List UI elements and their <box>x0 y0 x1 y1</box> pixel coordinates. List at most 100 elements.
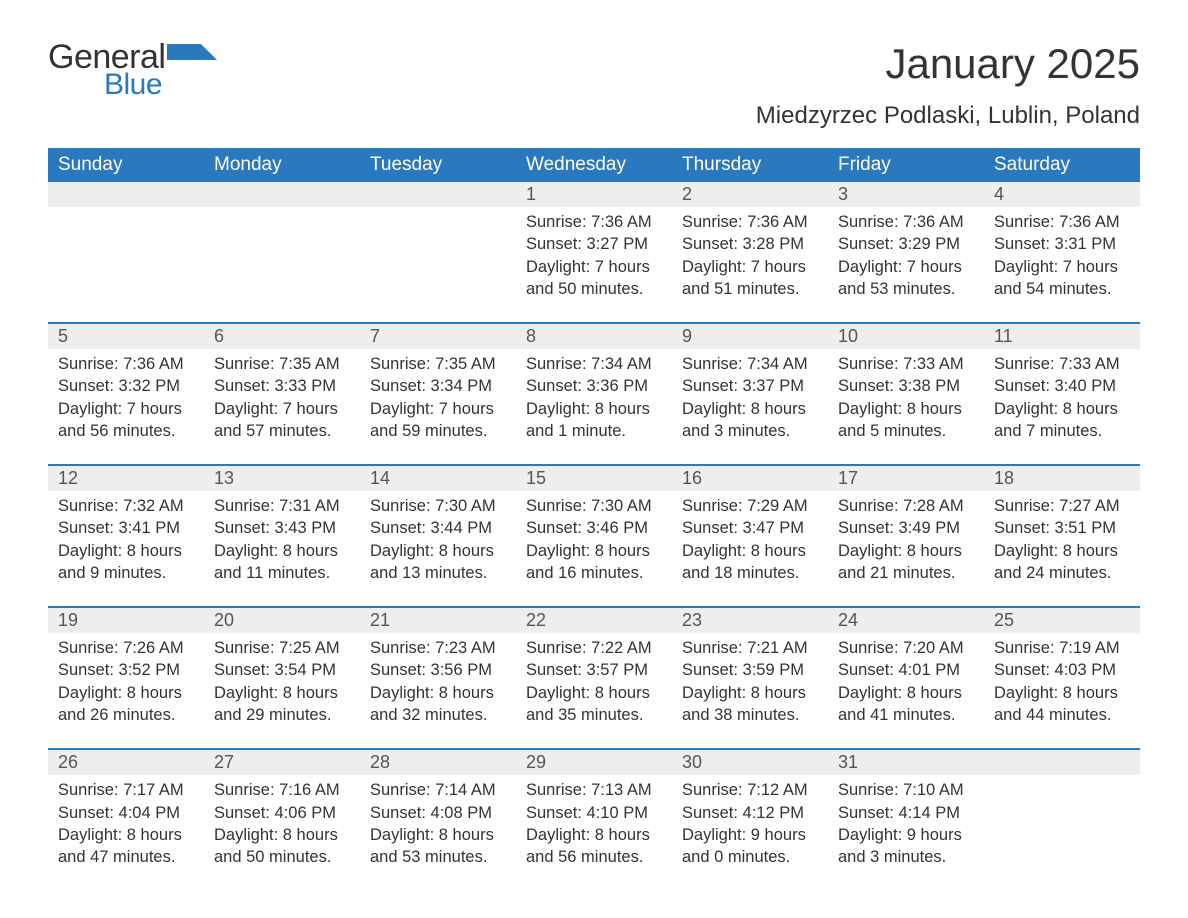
day-content-cell: Sunrise: 7:16 AMSunset: 4:06 PMDaylight:… <box>204 775 360 890</box>
sunset-line: Sunset: 4:12 PM <box>682 802 818 824</box>
day-content-cell: Sunrise: 7:28 AMSunset: 3:49 PMDaylight:… <box>828 491 984 607</box>
daylight-line: Daylight: 8 hours and 53 minutes. <box>370 824 506 869</box>
day-header: Thursday <box>672 148 828 182</box>
daylight-line: Daylight: 7 hours and 57 minutes. <box>214 398 350 443</box>
day-content-cell: Sunrise: 7:36 AMSunset: 3:28 PMDaylight:… <box>672 207 828 323</box>
day-number-cell: 25 <box>984 607 1140 633</box>
content-row: Sunrise: 7:26 AMSunset: 3:52 PMDaylight:… <box>48 633 1140 749</box>
sunset-line: Sunset: 3:56 PM <box>370 659 506 681</box>
sunrise-line: Sunrise: 7:35 AM <box>370 353 506 375</box>
sunrise-line: Sunrise: 7:29 AM <box>682 495 818 517</box>
day-content-cell: Sunrise: 7:32 AMSunset: 3:41 PMDaylight:… <box>48 491 204 607</box>
day-number-cell: 6 <box>204 323 360 349</box>
sunrise-line: Sunrise: 7:36 AM <box>994 211 1130 233</box>
day-content-cell: Sunrise: 7:36 AMSunset: 3:32 PMDaylight:… <box>48 349 204 465</box>
day-header: Monday <box>204 148 360 182</box>
day-content-cell: Sunrise: 7:33 AMSunset: 3:38 PMDaylight:… <box>828 349 984 465</box>
daylight-line: Daylight: 8 hours and 1 minute. <box>526 398 662 443</box>
day-number-cell: 31 <box>828 749 984 775</box>
sunrise-line: Sunrise: 7:13 AM <box>526 779 662 801</box>
daynum-row: 262728293031 <box>48 749 1140 775</box>
sunset-line: Sunset: 3:29 PM <box>838 233 974 255</box>
day-number-cell: 15 <box>516 465 672 491</box>
daylight-line: Daylight: 8 hours and 24 minutes. <box>994 540 1130 585</box>
sunset-line: Sunset: 3:34 PM <box>370 375 506 397</box>
day-number-cell: 12 <box>48 465 204 491</box>
day-number-cell: 1 <box>516 182 672 207</box>
day-number-cell: 19 <box>48 607 204 633</box>
sunset-line: Sunset: 4:08 PM <box>370 802 506 824</box>
day-content-cell <box>204 207 360 323</box>
sunrise-line: Sunrise: 7:30 AM <box>370 495 506 517</box>
daylight-line: Daylight: 7 hours and 59 minutes. <box>370 398 506 443</box>
day-content-cell: Sunrise: 7:10 AMSunset: 4:14 PMDaylight:… <box>828 775 984 890</box>
header: General Blue January 2025 Miedzyrzec Pod… <box>48 40 1140 130</box>
day-content-cell: Sunrise: 7:21 AMSunset: 3:59 PMDaylight:… <box>672 633 828 749</box>
day-content-cell: Sunrise: 7:17 AMSunset: 4:04 PMDaylight:… <box>48 775 204 890</box>
sunrise-line: Sunrise: 7:17 AM <box>58 779 194 801</box>
day-number-cell: 5 <box>48 323 204 349</box>
day-number-cell: 2 <box>672 182 828 207</box>
sunset-line: Sunset: 3:28 PM <box>682 233 818 255</box>
sunset-line: Sunset: 3:49 PM <box>838 517 974 539</box>
day-number-cell: 30 <box>672 749 828 775</box>
day-number-cell: 29 <box>516 749 672 775</box>
sunrise-line: Sunrise: 7:36 AM <box>682 211 818 233</box>
sunset-line: Sunset: 3:52 PM <box>58 659 194 681</box>
sunrise-line: Sunrise: 7:33 AM <box>838 353 974 375</box>
daylight-line: Daylight: 8 hours and 3 minutes. <box>682 398 818 443</box>
day-number-cell: 9 <box>672 323 828 349</box>
day-number-cell: 18 <box>984 465 1140 491</box>
sunset-line: Sunset: 3:44 PM <box>370 517 506 539</box>
sunset-line: Sunset: 3:36 PM <box>526 375 662 397</box>
sunset-line: Sunset: 4:14 PM <box>838 802 974 824</box>
sunset-line: Sunset: 4:01 PM <box>838 659 974 681</box>
sunrise-line: Sunrise: 7:36 AM <box>838 211 974 233</box>
day-number-cell: 13 <box>204 465 360 491</box>
day-content-cell: Sunrise: 7:36 AMSunset: 3:27 PMDaylight:… <box>516 207 672 323</box>
sunrise-line: Sunrise: 7:34 AM <box>682 353 818 375</box>
sunrise-line: Sunrise: 7:20 AM <box>838 637 974 659</box>
day-content-cell: Sunrise: 7:36 AMSunset: 3:29 PMDaylight:… <box>828 207 984 323</box>
sunrise-line: Sunrise: 7:12 AM <box>682 779 818 801</box>
day-content-cell: Sunrise: 7:13 AMSunset: 4:10 PMDaylight:… <box>516 775 672 890</box>
sunset-line: Sunset: 4:06 PM <box>214 802 350 824</box>
content-row: Sunrise: 7:36 AMSunset: 3:32 PMDaylight:… <box>48 349 1140 465</box>
day-content-cell: Sunrise: 7:14 AMSunset: 4:08 PMDaylight:… <box>360 775 516 890</box>
day-content-cell: Sunrise: 7:35 AMSunset: 3:33 PMDaylight:… <box>204 349 360 465</box>
day-number-cell <box>360 182 516 207</box>
daylight-line: Daylight: 8 hours and 16 minutes. <box>526 540 662 585</box>
daynum-row: 567891011 <box>48 323 1140 349</box>
daylight-line: Daylight: 8 hours and 47 minutes. <box>58 824 194 869</box>
sunset-line: Sunset: 3:27 PM <box>526 233 662 255</box>
sunset-line: Sunset: 3:59 PM <box>682 659 818 681</box>
logo-flag-icon <box>167 44 217 81</box>
day-number-cell: 8 <box>516 323 672 349</box>
content-row: Sunrise: 7:17 AMSunset: 4:04 PMDaylight:… <box>48 775 1140 890</box>
daylight-line: Daylight: 8 hours and 29 minutes. <box>214 682 350 727</box>
sunrise-line: Sunrise: 7:30 AM <box>526 495 662 517</box>
sunrise-line: Sunrise: 7:21 AM <box>682 637 818 659</box>
daylight-line: Daylight: 8 hours and 13 minutes. <box>370 540 506 585</box>
day-content-cell: Sunrise: 7:20 AMSunset: 4:01 PMDaylight:… <box>828 633 984 749</box>
calendar-header-row: SundayMondayTuesdayWednesdayThursdayFrid… <box>48 148 1140 182</box>
daylight-line: Daylight: 8 hours and 26 minutes. <box>58 682 194 727</box>
day-content-cell: Sunrise: 7:22 AMSunset: 3:57 PMDaylight:… <box>516 633 672 749</box>
daylight-line: Daylight: 8 hours and 50 minutes. <box>214 824 350 869</box>
daylight-line: Daylight: 8 hours and 18 minutes. <box>682 540 818 585</box>
day-number-cell: 11 <box>984 323 1140 349</box>
daylight-line: Daylight: 8 hours and 38 minutes. <box>682 682 818 727</box>
daylight-line: Daylight: 8 hours and 11 minutes. <box>214 540 350 585</box>
daylight-line: Daylight: 9 hours and 0 minutes. <box>682 824 818 869</box>
daylight-line: Daylight: 9 hours and 3 minutes. <box>838 824 974 869</box>
sunrise-line: Sunrise: 7:26 AM <box>58 637 194 659</box>
day-number-cell: 20 <box>204 607 360 633</box>
day-number-cell: 10 <box>828 323 984 349</box>
day-number-cell: 4 <box>984 182 1140 207</box>
sunset-line: Sunset: 3:47 PM <box>682 517 818 539</box>
day-content-cell: Sunrise: 7:29 AMSunset: 3:47 PMDaylight:… <box>672 491 828 607</box>
sunset-line: Sunset: 3:38 PM <box>838 375 974 397</box>
daylight-line: Daylight: 8 hours and 9 minutes. <box>58 540 194 585</box>
sunrise-line: Sunrise: 7:33 AM <box>994 353 1130 375</box>
day-content-cell <box>48 207 204 323</box>
